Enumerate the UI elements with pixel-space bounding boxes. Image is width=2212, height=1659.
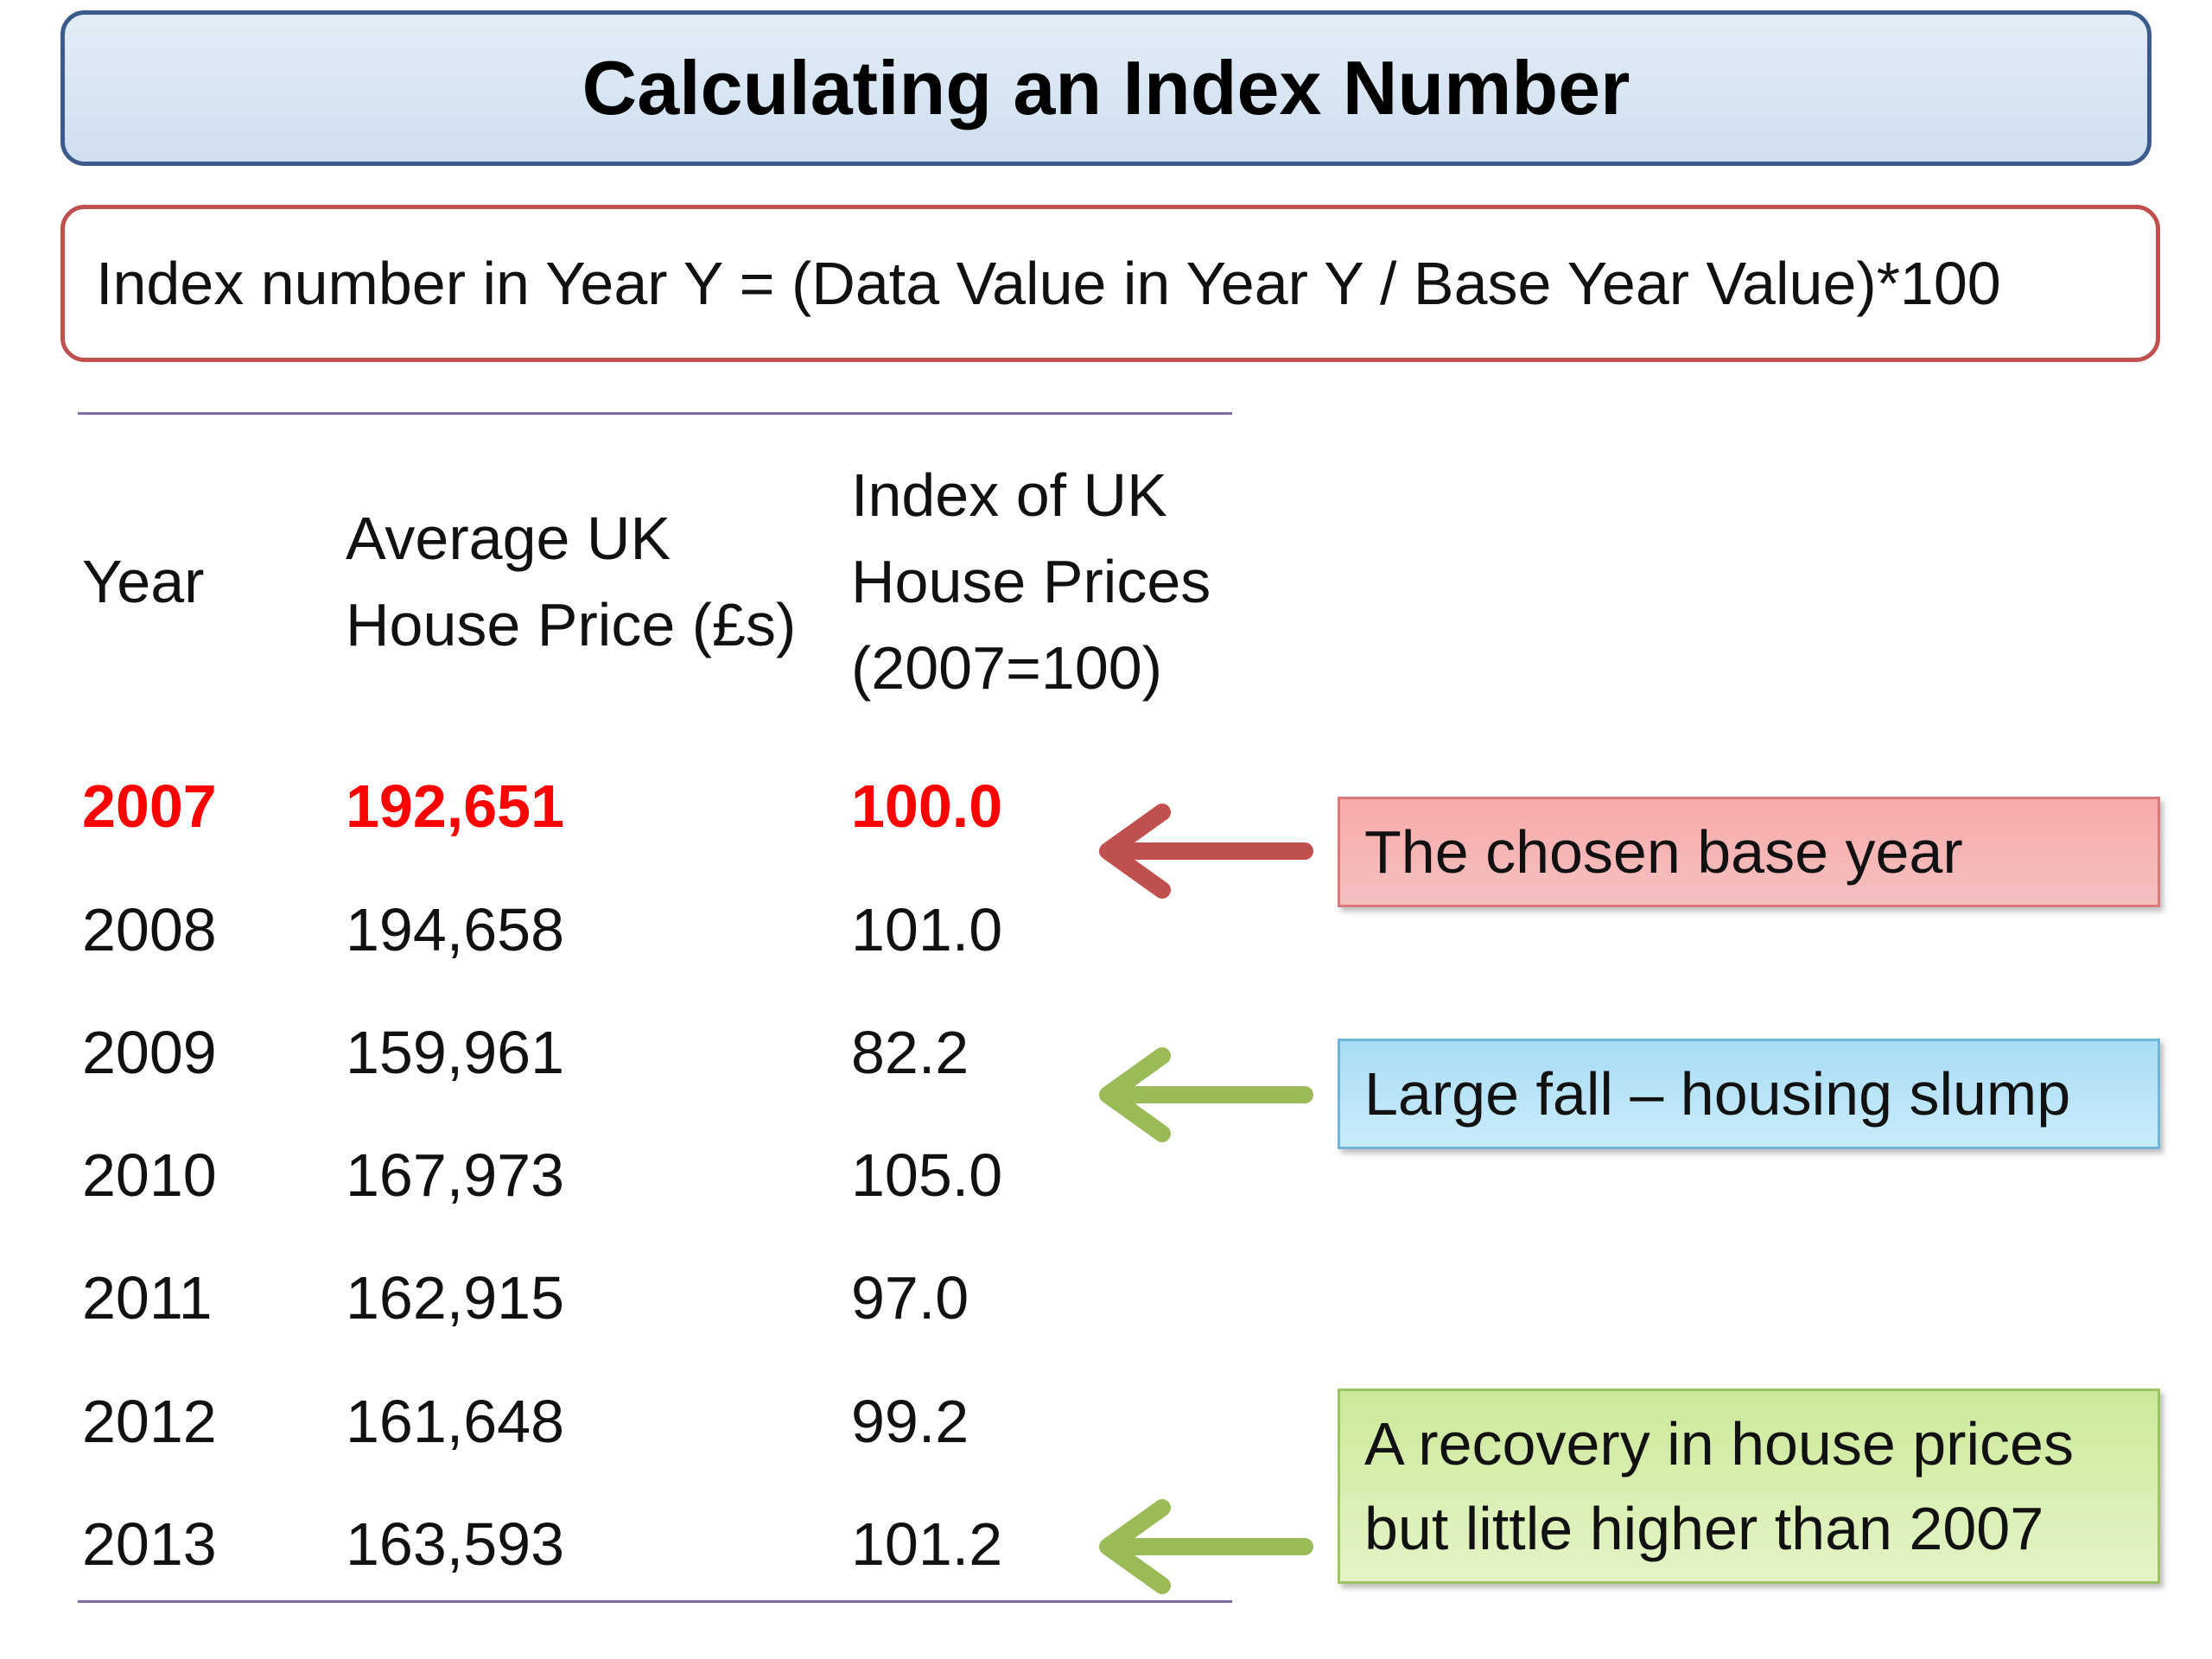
cell-year-2013: 2013: [82, 1510, 217, 1578]
header-index-line1: Index of UK: [851, 461, 1167, 529]
cell-index-2011: 97.0: [851, 1264, 969, 1332]
cell-year-2010: 2010: [82, 1141, 217, 1209]
cell-year-2009: 2009: [82, 1019, 217, 1086]
cell-index-2009: 82.2: [851, 1019, 969, 1086]
cell-price-2010: 167,973: [346, 1141, 565, 1209]
cell-price-2009: 159,961: [346, 1019, 565, 1086]
callout-base-year-text: The chosen base year: [1364, 818, 1963, 886]
cell-year-2012: 2012: [82, 1388, 217, 1455]
cell-year-2008: 2008: [82, 896, 217, 963]
green-arrow-icon: [1099, 1499, 1313, 1594]
callout-slump: Large fall – housing slump: [1338, 1039, 2160, 1149]
green-arrow-icon: [1099, 1047, 1313, 1142]
cell-index-2008: 101.0: [851, 896, 1003, 963]
header-index-line3: (2007=100): [851, 634, 1163, 702]
table-bottom-rule: [78, 1600, 1232, 1603]
cell-year-2011: 2011: [82, 1264, 213, 1332]
formula-text: Index number in Year Y = (Data Value in …: [96, 250, 2001, 317]
callout-recovery-line2: but little higher than 2007: [1364, 1495, 2044, 1562]
cell-year-2007: 2007: [82, 772, 217, 840]
callout-slump-text: Large fall – housing slump: [1364, 1060, 2071, 1128]
header-price-line2: House Price (£s): [346, 591, 797, 658]
table-top-rule: [78, 412, 1232, 415]
header-year: Year: [82, 548, 205, 615]
cell-index-2007: 100.0: [851, 772, 1003, 840]
cell-price-2012: 161,648: [346, 1388, 565, 1455]
callout-recovery: A recovery in house prices but little hi…: [1338, 1389, 2160, 1584]
cell-price-2013: 163,593: [346, 1510, 565, 1578]
formula-box: Index number in Year Y = (Data Value in …: [60, 205, 2160, 362]
title-banner: Calculating an Index Number: [60, 10, 2152, 166]
page-title: Calculating an Index Number: [582, 45, 1630, 130]
cell-index-2010: 105.0: [851, 1141, 1003, 1209]
red-arrow-icon: [1099, 804, 1313, 899]
cell-index-2013: 101.2: [851, 1510, 1003, 1578]
callout-base-year: The chosen base year: [1338, 797, 2160, 907]
cell-price-2011: 162,915: [346, 1264, 565, 1332]
cell-index-2012: 99.2: [851, 1388, 969, 1455]
callout-recovery-line1: A recovery in house prices: [1364, 1410, 2074, 1478]
cell-price-2008: 194,658: [346, 896, 565, 963]
header-index-line2: House Prices: [851, 548, 1211, 615]
header-price-line1: Average UK: [346, 505, 671, 572]
cell-price-2007: 192,651: [346, 772, 565, 840]
